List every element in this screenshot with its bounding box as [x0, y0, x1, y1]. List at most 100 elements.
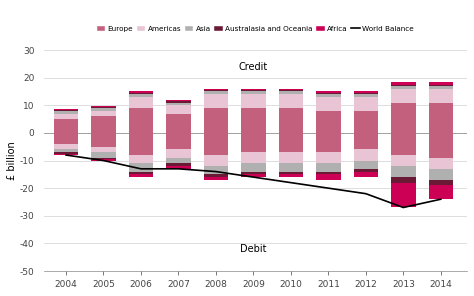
Bar: [204, 90, 228, 91]
Bar: [166, 158, 191, 163]
Bar: [316, 93, 340, 94]
Bar: [316, 97, 340, 111]
Bar: [204, 177, 228, 180]
Bar: [279, 94, 303, 108]
Bar: [279, 152, 303, 163]
Bar: [54, 154, 78, 155]
Bar: [354, 93, 378, 94]
Bar: [241, 152, 265, 163]
Bar: [54, 144, 78, 149]
Bar: [354, 133, 378, 149]
Bar: [204, 108, 228, 133]
Bar: [129, 163, 153, 172]
Bar: [428, 185, 453, 199]
Bar: [391, 89, 416, 102]
Bar: [91, 108, 116, 111]
Bar: [391, 183, 416, 207]
Bar: [129, 172, 153, 174]
Bar: [54, 152, 78, 154]
Bar: [54, 119, 78, 133]
Bar: [204, 166, 228, 174]
Bar: [428, 169, 453, 180]
Bar: [354, 172, 378, 177]
Bar: [129, 97, 153, 108]
Bar: [241, 89, 265, 90]
Bar: [241, 94, 265, 108]
Bar: [391, 166, 416, 177]
Bar: [428, 89, 453, 102]
Bar: [241, 172, 265, 174]
Bar: [241, 108, 265, 133]
Bar: [428, 133, 453, 158]
Bar: [428, 85, 453, 86]
Bar: [204, 91, 228, 94]
Bar: [54, 110, 78, 111]
Bar: [316, 152, 340, 163]
Bar: [391, 102, 416, 133]
Bar: [166, 133, 191, 149]
Bar: [391, 86, 416, 89]
Bar: [91, 158, 116, 159]
Bar: [129, 93, 153, 94]
Bar: [391, 177, 416, 183]
Bar: [54, 109, 78, 110]
Bar: [428, 102, 453, 133]
Bar: [166, 163, 191, 166]
Bar: [129, 91, 153, 93]
Bar: [166, 166, 191, 169]
Bar: [316, 163, 340, 172]
Bar: [354, 169, 378, 172]
Bar: [428, 82, 453, 85]
Bar: [91, 111, 116, 116]
Bar: [391, 133, 416, 155]
Bar: [166, 101, 191, 102]
Bar: [316, 111, 340, 133]
Bar: [129, 155, 153, 163]
Bar: [241, 91, 265, 94]
Bar: [391, 85, 416, 86]
Bar: [279, 89, 303, 90]
Bar: [279, 133, 303, 152]
Bar: [354, 94, 378, 97]
Bar: [428, 86, 453, 89]
Y-axis label: £ billion: £ billion: [7, 141, 17, 180]
Bar: [91, 107, 116, 108]
Bar: [354, 111, 378, 133]
Bar: [204, 94, 228, 108]
Bar: [166, 149, 191, 158]
Bar: [316, 174, 340, 180]
Bar: [316, 133, 340, 152]
Bar: [279, 163, 303, 172]
Text: Credit: Credit: [239, 62, 268, 72]
Bar: [241, 90, 265, 91]
Bar: [316, 172, 340, 174]
Bar: [241, 174, 265, 177]
Bar: [354, 91, 378, 93]
Bar: [91, 106, 116, 107]
Bar: [166, 105, 191, 114]
Bar: [54, 133, 78, 144]
Bar: [391, 155, 416, 166]
Bar: [241, 133, 265, 152]
Bar: [91, 133, 116, 147]
Bar: [91, 159, 116, 160]
Text: Debit: Debit: [240, 244, 267, 255]
Bar: [279, 174, 303, 177]
Bar: [91, 147, 116, 152]
Bar: [428, 158, 453, 169]
Bar: [204, 133, 228, 155]
Bar: [391, 82, 416, 85]
Bar: [241, 163, 265, 172]
Bar: [279, 91, 303, 94]
Bar: [54, 111, 78, 114]
Bar: [166, 114, 191, 133]
Bar: [166, 100, 191, 101]
Bar: [129, 133, 153, 155]
Bar: [279, 108, 303, 133]
Bar: [166, 102, 191, 105]
Legend: Europe, Americas, Asia, Australasia and Oceania, Africa, World Balance: Europe, Americas, Asia, Australasia and …: [94, 23, 417, 35]
Bar: [354, 97, 378, 111]
Bar: [204, 155, 228, 166]
Bar: [279, 90, 303, 91]
Bar: [428, 180, 453, 185]
